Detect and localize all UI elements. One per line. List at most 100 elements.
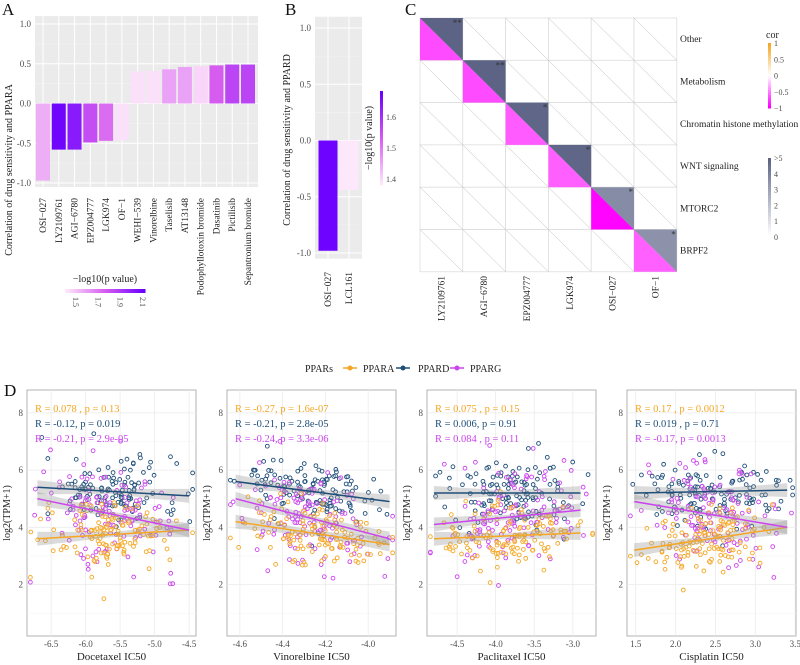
y-tick-label: 6 [19, 465, 24, 475]
legend-gradient-segment [768, 205, 771, 209]
scatter-point [318, 562, 324, 567]
scatter-point [747, 485, 753, 491]
y-axis-title: log2(TPM+1) [402, 485, 413, 541]
legend-gradient-segment [101, 289, 104, 293]
regression-line [37, 529, 190, 540]
scatter-point [260, 528, 266, 534]
scatter-point [385, 556, 391, 561]
legend-gradient-segment [768, 223, 771, 227]
scatter-panel: 2 4 6 8 1.5 2.0 2.5 3.0 3.5 log2(TPM+1) Cisplatin … [602, 389, 800, 663]
scatter-point [114, 515, 120, 521]
legend-gradient-segment [111, 289, 114, 293]
scatter-point [547, 496, 552, 502]
scatter-point [287, 492, 292, 498]
scatter-point [134, 503, 140, 509]
scatter-point [273, 562, 278, 567]
scatter-point [481, 485, 486, 491]
correlation-stat: R = -0.21, p = 2.8e-05 [235, 419, 329, 430]
legend-gradient-segment [768, 92, 771, 96]
scatter-point [776, 506, 781, 512]
scatter-point [490, 547, 496, 553]
scatter-point [164, 546, 170, 552]
scatter-point [549, 520, 555, 526]
scatter-point [662, 518, 668, 524]
y-axis-title: log2(TPM+1) [202, 485, 213, 541]
scatter-point [539, 541, 544, 547]
scatter-point [474, 553, 480, 559]
legend-gradient-segment [380, 180, 383, 184]
x-axis-title: Docetaxel IC50 [77, 651, 147, 663]
scatter-point [580, 501, 586, 507]
scatter-point [719, 491, 724, 497]
scatter-point [300, 562, 305, 568]
legend-gradient-segment [380, 182, 383, 186]
cell-diagonal [462, 229, 506, 272]
legend-gradient-segment [768, 82, 771, 85]
scatter-point [256, 510, 262, 516]
scatter-point [57, 479, 62, 485]
scatter-panel: 2 4 6 8 -6.5 -6.0 -5.5 -5.0 -4.5 log2(TPM+1) Docet… [2, 389, 197, 663]
regression-line [235, 480, 390, 503]
scatter-point [493, 509, 498, 515]
legend-tick-label: 1.4 [386, 175, 396, 184]
legend-gradient-segment [380, 130, 383, 134]
scatter-point [433, 493, 438, 499]
scatter-point [689, 505, 694, 511]
scatter-point [325, 470, 331, 475]
scatter-point [161, 537, 167, 543]
scatter-point [267, 495, 273, 501]
scatter-point [103, 506, 108, 511]
legend-tick-label: 1.5 [71, 297, 80, 307]
legend-gradient-segment [380, 95, 383, 99]
scatter-point [377, 507, 382, 513]
scatter-point [471, 523, 477, 529]
scatter-point [132, 527, 138, 533]
scatter-point [143, 549, 149, 555]
y-axis-title: log2(TPM+1) [2, 485, 13, 541]
scatter-point [151, 472, 157, 478]
scatter-point [561, 458, 567, 463]
scatter-point [536, 516, 542, 522]
scatter-point [132, 540, 138, 546]
scatter-point [545, 544, 551, 550]
scatter-point [744, 500, 749, 506]
scatter-point [670, 521, 676, 527]
scatter-point [526, 446, 531, 451]
scatter-point [687, 476, 693, 482]
bar [83, 103, 98, 143]
scatter-point [530, 482, 536, 487]
scatter-point [521, 480, 527, 485]
scatter-point [702, 550, 708, 556]
scatter-point [123, 484, 129, 490]
scatter-point [322, 528, 328, 533]
scatter-point [535, 476, 540, 482]
scatter-point [265, 568, 271, 574]
scatter-point [676, 479, 682, 484]
scatter-point [533, 465, 538, 470]
scatter-panel: 2 4 6 8 -4.5 -4.0 -3.5 -3.0 log2(TPM+1) Paclitaxe… [402, 389, 597, 663]
x-tick-label: -3.0 [566, 639, 581, 649]
cell-diagonal [505, 144, 549, 188]
scatter-point [99, 485, 105, 491]
y-tick-label: 4 [419, 522, 424, 532]
scatter-point [349, 508, 354, 514]
scatter-point [568, 525, 574, 531]
legend-gradient-segment [768, 84, 771, 87]
legend-gradient-segment [768, 158, 771, 162]
scatter-point [487, 580, 493, 585]
scatter-point [504, 500, 509, 505]
scatter-point [84, 476, 90, 482]
x-tick-label: LCL161 [345, 272, 355, 304]
scatter-point [731, 540, 737, 545]
legend-gradient-segment [380, 109, 383, 113]
legend-gradient-segment [768, 202, 771, 206]
scatter-point [358, 524, 364, 530]
legend-tick-label: 1 [774, 217, 778, 226]
legend-gradient-segment [380, 147, 383, 151]
scatter-point [129, 480, 134, 486]
scatter-point [122, 495, 128, 500]
legend-gradient-segment [768, 105, 771, 109]
scatter-point [746, 507, 751, 513]
scatter-point [707, 520, 713, 526]
scatter-point [778, 498, 784, 504]
